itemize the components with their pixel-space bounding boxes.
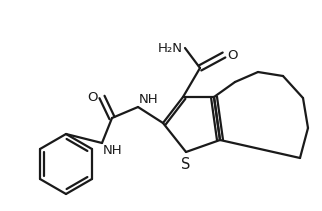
Text: S: S bbox=[181, 157, 191, 172]
Text: NH: NH bbox=[139, 93, 159, 106]
Text: NH: NH bbox=[103, 144, 123, 157]
Text: O: O bbox=[88, 91, 98, 104]
Text: H₂N: H₂N bbox=[158, 42, 183, 54]
Text: O: O bbox=[227, 49, 238, 61]
